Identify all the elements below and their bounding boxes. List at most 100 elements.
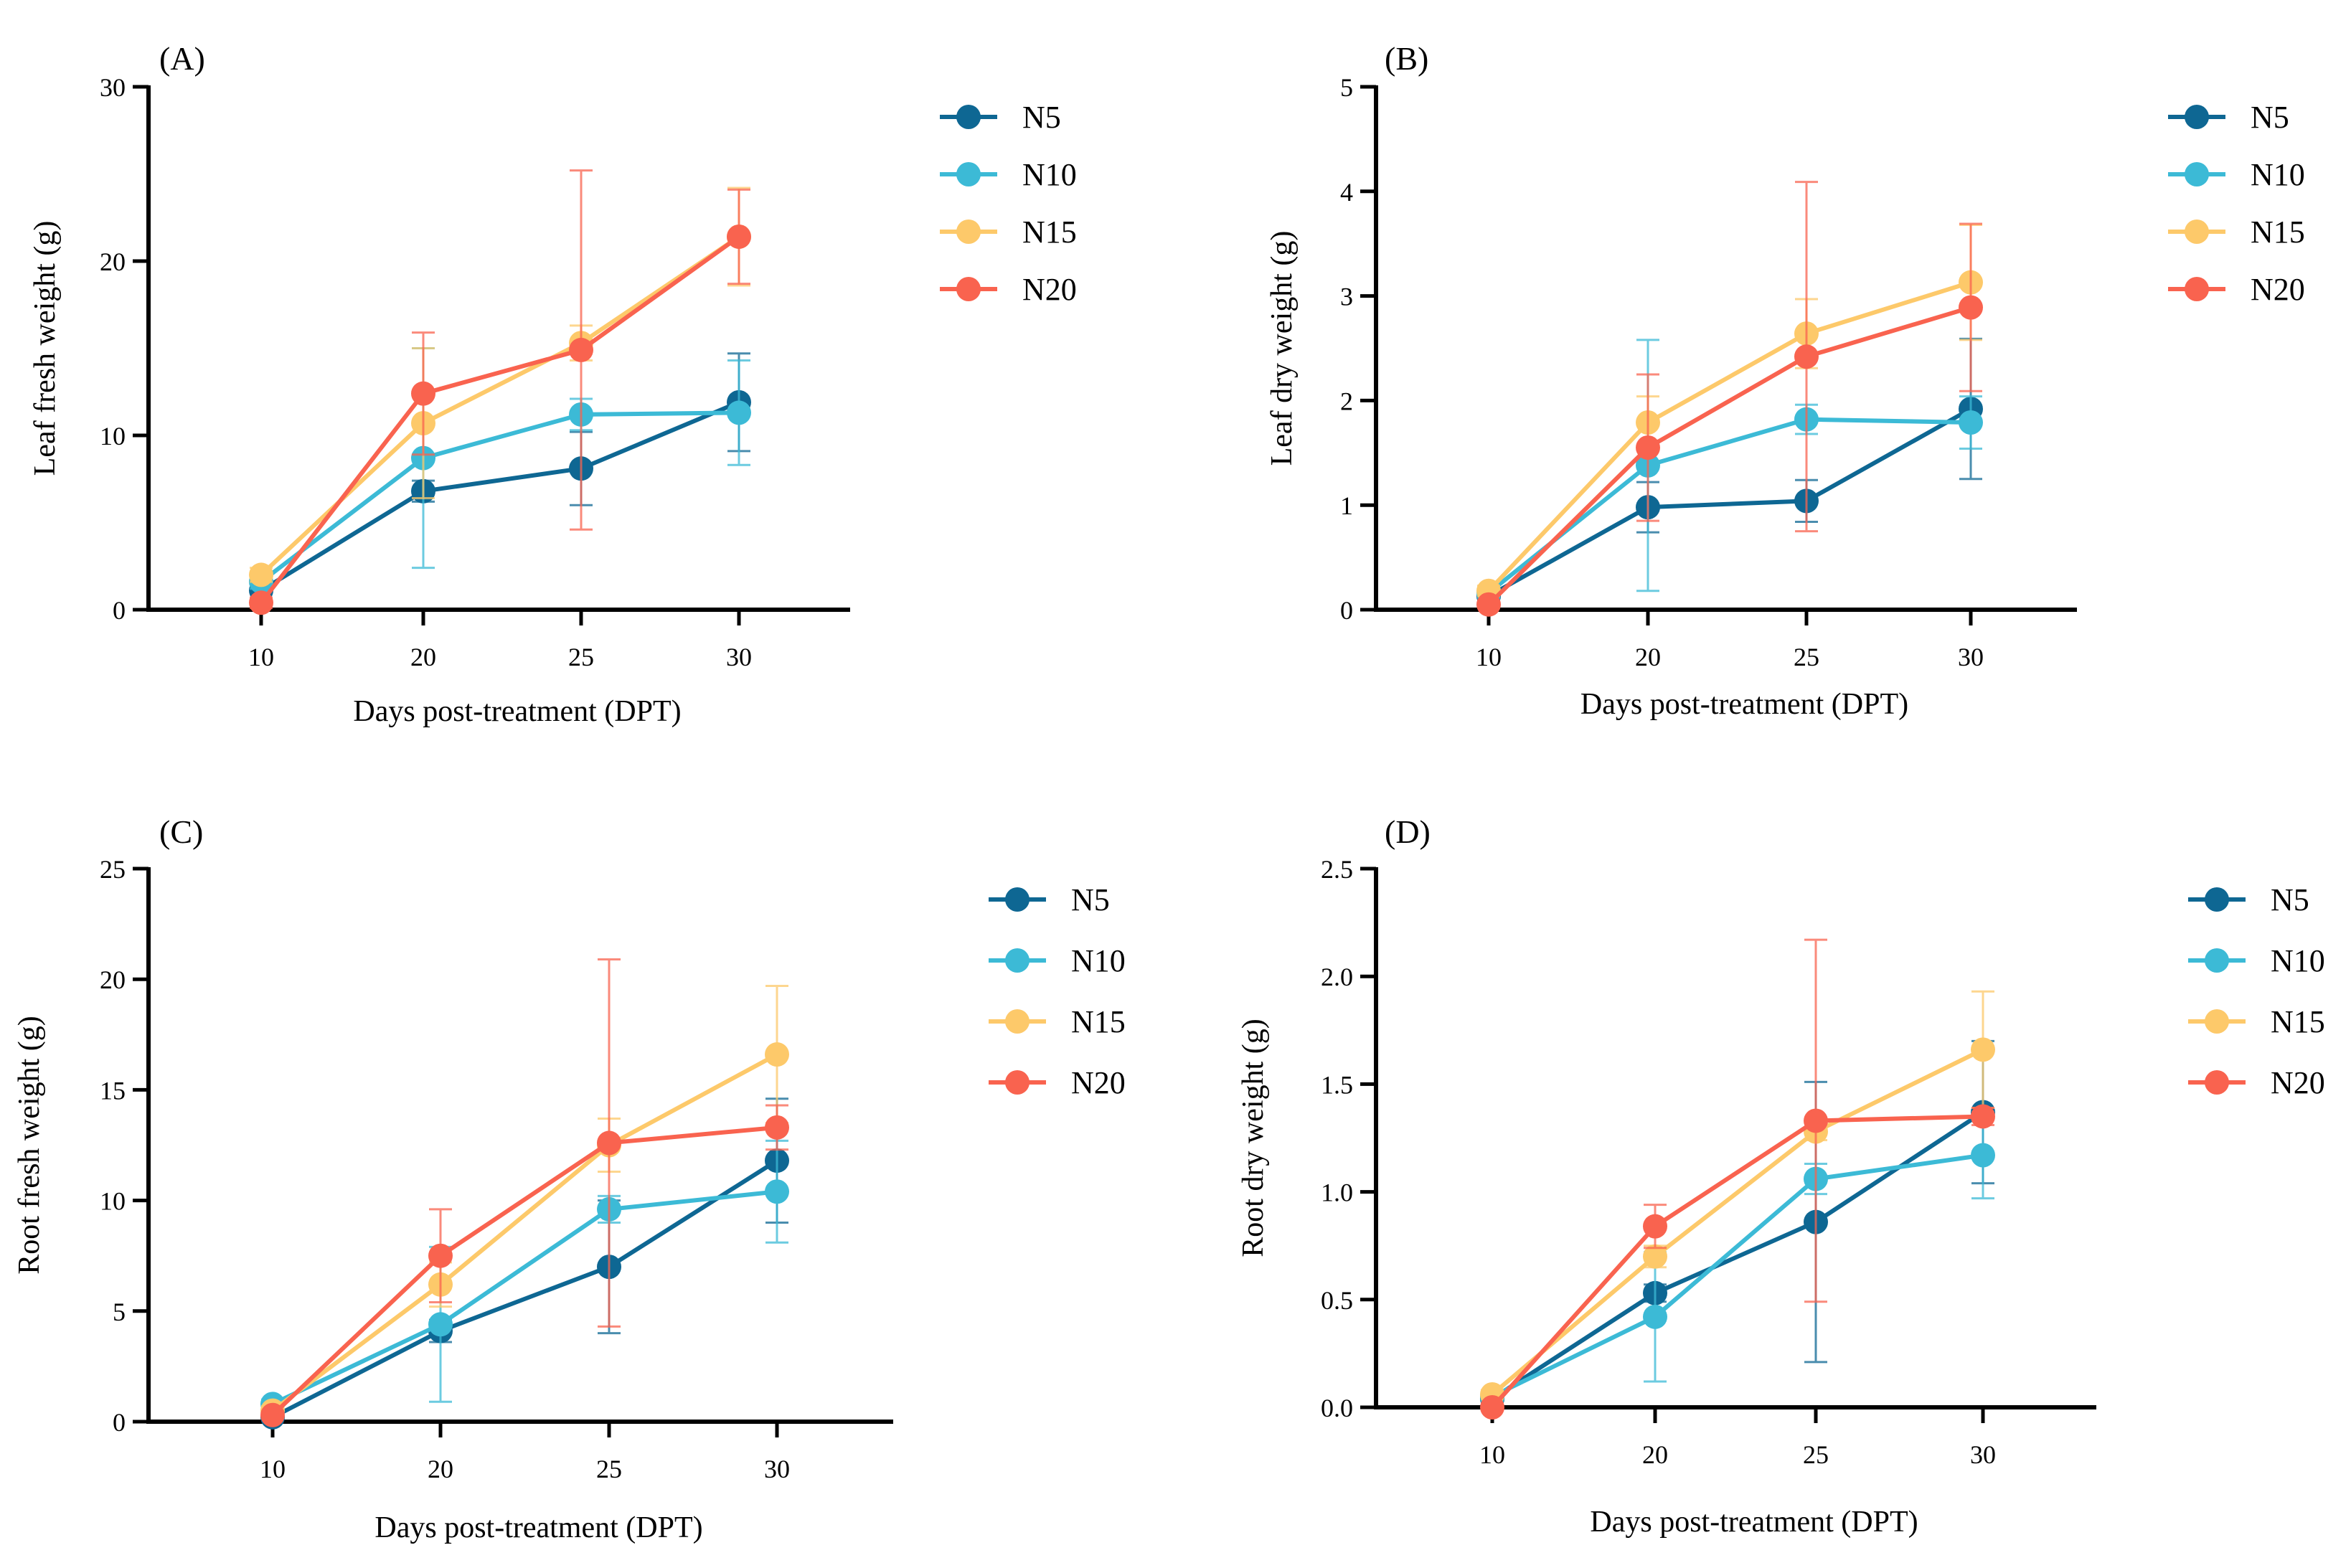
legend-label: N15 <box>1022 214 1077 250</box>
series-N10 <box>260 1139 789 1417</box>
y-tick-label: 4 <box>1340 178 1353 207</box>
y-tick-label: 5 <box>113 1298 126 1326</box>
data-point <box>1794 344 1819 369</box>
series-line <box>1491 1047 1984 1397</box>
series-line <box>1487 417 1971 595</box>
y-tick-label: 0.0 <box>1321 1394 1353 1422</box>
series-N5 <box>249 352 751 603</box>
panel-C: (C) 0 5 10 15 20 25 10 20 25 30 Days post-treatment… <box>13 813 1126 1544</box>
legend-marker <box>2185 162 2209 186</box>
series-line <box>1487 407 1972 598</box>
x-tick-label: 10 <box>260 1455 286 1483</box>
series-line <box>270 1125 778 1417</box>
series-N15 <box>1480 990 1995 1407</box>
data-point <box>1971 1143 1995 1168</box>
data-point <box>727 224 751 249</box>
x-tick-label: 25 <box>1794 643 1819 671</box>
data-point <box>1971 1104 1995 1129</box>
y-tick-label: 2 <box>1340 387 1353 415</box>
y-tick-label: 1 <box>1340 491 1353 520</box>
data-point <box>765 1179 789 1204</box>
legend-item: N10 <box>2188 943 2325 978</box>
legend: N5 N10 N15 N20 <box>2188 882 2325 1100</box>
legend-marker <box>2185 105 2209 129</box>
legend-label: N10 <box>1022 157 1077 192</box>
legend-item: N5 <box>2188 882 2309 917</box>
panel-label: (C) <box>159 813 203 850</box>
legend-marker <box>2185 219 2209 244</box>
x-axis-label: Days post-treatment (DPT) <box>1590 1506 1918 1539</box>
series-line <box>271 1189 778 1407</box>
series-line <box>271 1158 778 1420</box>
data-point <box>1804 1108 1828 1133</box>
legend: N5 N10 N15 N20 <box>989 882 1126 1100</box>
series-N20 <box>260 958 789 1427</box>
legend-label: N5 <box>2271 882 2309 917</box>
legend-marker <box>956 219 981 244</box>
data-point <box>1971 1037 1995 1062</box>
y-tick-label: 25 <box>100 855 126 884</box>
series-line <box>1487 305 1971 606</box>
x-tick-label: 25 <box>568 643 594 671</box>
x-tick-label: 30 <box>764 1455 790 1483</box>
legend: N5 N10 N15 N20 <box>2168 100 2305 307</box>
data-point <box>1643 1244 1667 1269</box>
legend-marker <box>956 277 981 301</box>
y-tick-label: 0 <box>1340 596 1353 625</box>
legend-label: N20 <box>1022 272 1077 307</box>
series-line <box>271 1052 778 1412</box>
legend-label: N10 <box>2271 943 2325 978</box>
legend-item: N20 <box>2168 272 2305 307</box>
x-tick-label: 10 <box>1476 643 1502 671</box>
y-tick-label: 1.0 <box>1321 1179 1353 1207</box>
y-tick-label: 15 <box>100 1076 126 1105</box>
y-axis-label: Root fresh weight (g) <box>13 1016 46 1274</box>
y-tick-label: 0 <box>113 596 126 625</box>
legend-label: N15 <box>2251 214 2305 250</box>
x-tick-label: 20 <box>1635 643 1661 671</box>
data-point <box>597 1130 621 1156</box>
data-point <box>1480 1395 1504 1420</box>
data-point <box>1643 1214 1667 1239</box>
x-tick-label: 30 <box>1970 1440 1996 1469</box>
legend-marker <box>956 105 981 129</box>
data-point <box>569 337 593 362</box>
y-axis-label: Leaf dry weight (g) <box>1266 231 1299 466</box>
series-line <box>1487 280 1971 592</box>
data-point <box>411 381 435 406</box>
series-line <box>1491 1110 1984 1401</box>
legend-label: N20 <box>2251 272 2305 307</box>
legend-item: N5 <box>989 882 1110 917</box>
y-axis-label: Leaf fresh weight (g) <box>29 221 62 476</box>
series-N5 <box>260 1097 789 1430</box>
x-tick-label: 25 <box>1803 1440 1829 1469</box>
series-N20 <box>249 169 751 615</box>
y-tick-label: 0.5 <box>1321 1286 1353 1315</box>
legend-item: N5 <box>940 100 1061 135</box>
data-point <box>1643 1304 1667 1329</box>
panel-A: (A) 0 10 20 30 10 20 25 30 Days post-treatment (D… <box>29 40 1077 728</box>
legend-label: N15 <box>1071 1004 1126 1039</box>
y-tick-label: 10 <box>100 422 126 450</box>
series-N20 <box>1476 181 1983 617</box>
x-tick-label: 20 <box>428 1455 453 1483</box>
y-tick-label: 10 <box>100 1187 126 1216</box>
panel-label: (D) <box>1385 813 1431 850</box>
series-N15 <box>1476 223 1983 603</box>
data-point <box>1959 295 1983 320</box>
data-point <box>249 590 273 615</box>
y-tick-label: 1.5 <box>1321 1070 1353 1099</box>
y-tick-label: 2.0 <box>1321 963 1353 991</box>
legend-label: N5 <box>1071 882 1110 917</box>
x-axis-label: Days post-treatment (DPT) <box>374 1511 702 1544</box>
legend-marker <box>956 162 981 186</box>
x-tick-label: 25 <box>596 1455 622 1483</box>
series-N5 <box>1476 337 1983 609</box>
data-point <box>428 1243 453 1268</box>
legend-label: N20 <box>1071 1065 1126 1100</box>
legend-label: N5 <box>1022 100 1061 135</box>
legend-marker <box>1005 1070 1030 1095</box>
series-line <box>260 410 740 584</box>
legend-marker <box>2205 1070 2229 1095</box>
